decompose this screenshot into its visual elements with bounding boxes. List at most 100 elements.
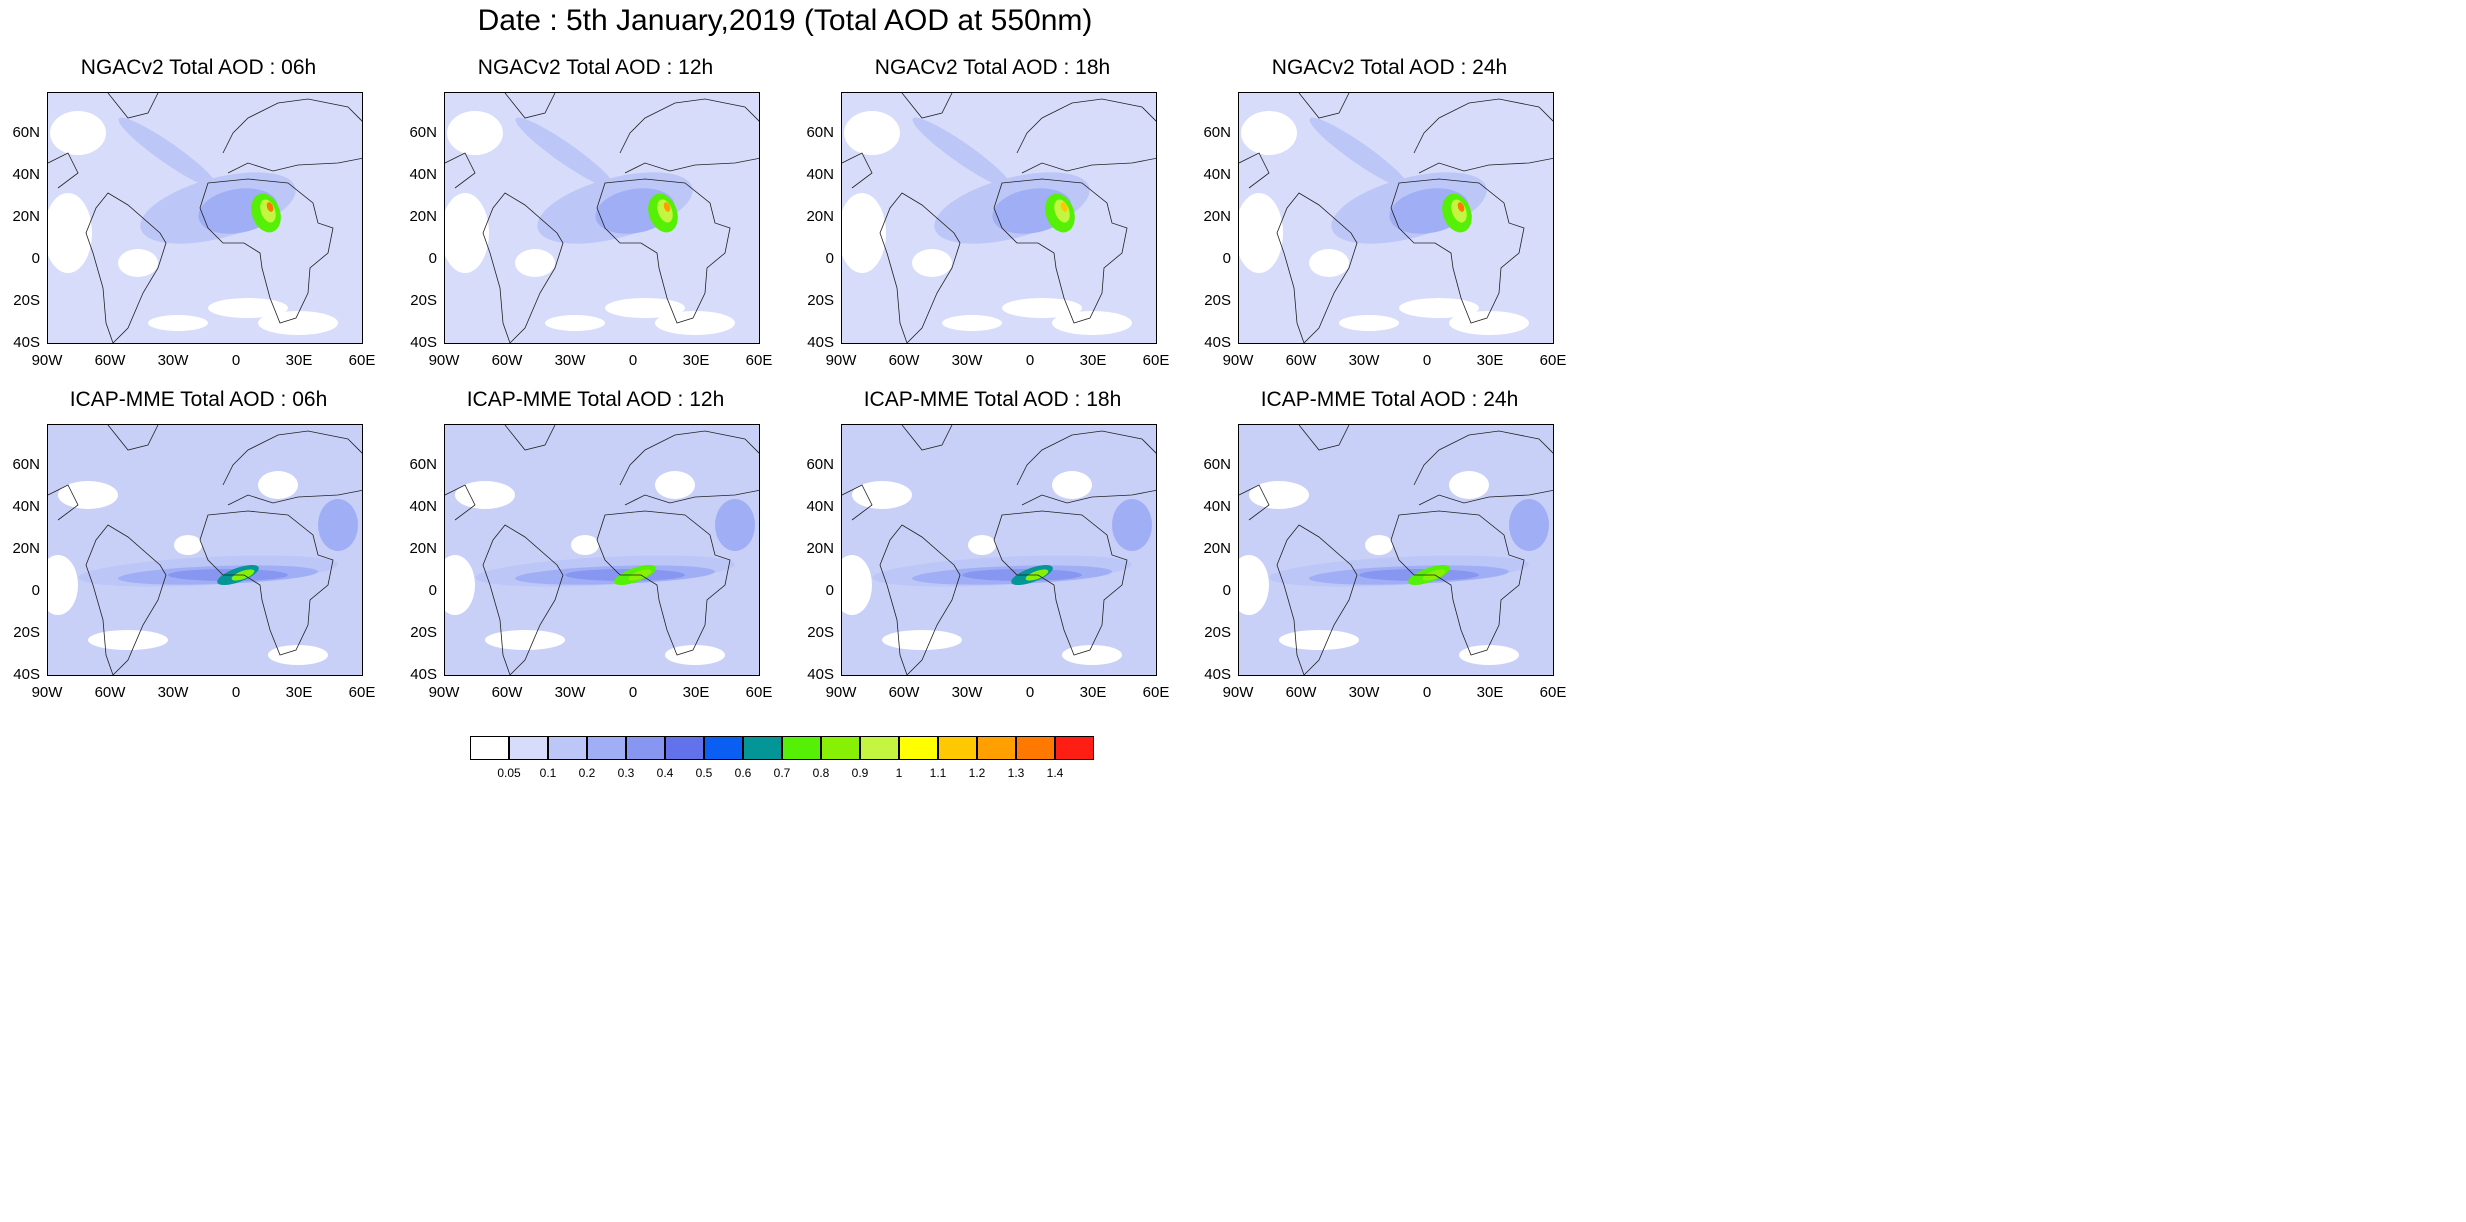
- colorbar-swatch: [1016, 736, 1055, 760]
- longitude-tick-label: 30E: [682, 684, 710, 701]
- longitude-tick-label: 30W: [1348, 352, 1380, 369]
- longitude-tick-label: 30E: [1476, 352, 1504, 369]
- latitude-tick-label: 20N: [409, 540, 437, 557]
- longitude-tick-label: 30W: [554, 352, 586, 369]
- colorbar-swatch: [977, 736, 1016, 760]
- latitude-tick-label: 40S: [13, 666, 40, 683]
- figure-title: Date : 5th January,2019 (Total AOD at 55…: [477, 4, 1093, 37]
- map-panel: NGACv2 Total AOD : 12h 60N 40N 20N 0 20S 40S 90…: [397, 56, 794, 402]
- longitude-tick-label: 30E: [285, 684, 313, 701]
- latitude-tick-label: 40N: [12, 166, 40, 183]
- latitude-tick-label: 40S: [410, 334, 437, 351]
- longitude-tick-label: 60E: [1539, 352, 1567, 369]
- longitude-tick-label: 30W: [1348, 684, 1380, 701]
- longitude-tick-label: 60W: [94, 352, 126, 369]
- colorbar-swatch: [626, 736, 665, 760]
- colorbar-label: 0.9: [851, 766, 869, 780]
- panel-title: ICAP-MME Total AOD : 12h: [466, 388, 725, 411]
- map-panel: ICAP-MME Total AOD : 24h 60N 40N 20N 0 20S 40S…: [1191, 388, 1588, 734]
- colorbar-label: 1: [895, 766, 903, 780]
- longitude-tick-label: 60W: [491, 684, 523, 701]
- colorbar-label: 1.3: [1007, 766, 1025, 780]
- aod-map: [444, 424, 760, 676]
- latitude-tick-label: 40N: [12, 498, 40, 515]
- latitude-tick-label: 40S: [410, 666, 437, 683]
- latitude-tick-label: 0: [825, 582, 834, 599]
- longitude-tick-label: 90W: [428, 352, 460, 369]
- map-panel: NGACv2 Total AOD : 24h 60N 40N 20N 0 20S 40S 90…: [1191, 56, 1588, 402]
- colorbar-swatch: [587, 736, 626, 760]
- latitude-tick-label: 0: [1222, 582, 1231, 599]
- colorbar-label: 0.2: [578, 766, 596, 780]
- map-panel: ICAP-MME Total AOD : 18h 60N 40N 20N 0 20S 40S…: [794, 388, 1191, 734]
- colorbar-label: 1.1: [929, 766, 947, 780]
- latitude-tick-label: 20N: [12, 540, 40, 557]
- colorbar-label: 0.5: [695, 766, 713, 780]
- aod-map: [841, 424, 1157, 676]
- longitude-tick-label: 60W: [491, 352, 523, 369]
- panel-title: ICAP-MME Total AOD : 06h: [69, 388, 328, 411]
- longitude-tick-label: 30W: [157, 352, 189, 369]
- latitude-tick-label: 40N: [806, 166, 834, 183]
- longitude-tick-label: 30E: [682, 352, 710, 369]
- latitude-tick-label: 60N: [409, 456, 437, 473]
- longitude-tick-label: 60W: [888, 352, 920, 369]
- colorbar-label: 0.3: [617, 766, 635, 780]
- latitude-tick-label: 20S: [13, 292, 40, 309]
- latitude-tick-label: 40N: [806, 498, 834, 515]
- latitude-tick-label: 0: [825, 250, 834, 267]
- longitude-tick-label: 30E: [1476, 684, 1504, 701]
- latitude-tick-label: 20S: [1204, 624, 1231, 641]
- latitude-tick-label: 40S: [13, 334, 40, 351]
- longitude-tick-label: 60E: [1539, 684, 1567, 701]
- colorbar-swatch: [899, 736, 938, 760]
- aod-map: [841, 92, 1157, 344]
- latitude-tick-label: 60N: [806, 124, 834, 141]
- latitude-tick-label: 40S: [807, 666, 834, 683]
- latitude-tick-label: 20S: [807, 624, 834, 641]
- map-panel: ICAP-MME Total AOD : 12h 60N 40N 20N 0 20S 40S…: [397, 388, 794, 734]
- colorbar-swatch: [938, 736, 977, 760]
- colorbar-label: 0.6: [734, 766, 752, 780]
- colorbar-swatch: [782, 736, 821, 760]
- latitude-tick-label: 60N: [12, 456, 40, 473]
- longitude-tick-label: 60E: [348, 352, 376, 369]
- latitude-tick-label: 20S: [13, 624, 40, 641]
- colorbar-swatch: [821, 736, 860, 760]
- latitude-tick-label: 20S: [807, 292, 834, 309]
- longitude-tick-label: 0: [1025, 352, 1035, 369]
- longitude-tick-label: 30W: [157, 684, 189, 701]
- longitude-tick-label: 60E: [348, 684, 376, 701]
- colorbar-label: 1.2: [968, 766, 986, 780]
- aod-map: [444, 92, 760, 344]
- latitude-tick-label: 0: [31, 250, 40, 267]
- longitude-tick-label: 60E: [1142, 684, 1170, 701]
- panel-title: NGACv2 Total AOD : 12h: [477, 56, 714, 79]
- latitude-tick-label: 60N: [1203, 124, 1231, 141]
- latitude-tick-label: 40N: [409, 166, 437, 183]
- longitude-tick-label: 60E: [745, 684, 773, 701]
- colorbar-swatch: [1055, 736, 1094, 760]
- map-panel: ICAP-MME Total AOD : 06h 60N 40N 20N 0 20S 40S…: [0, 388, 397, 734]
- colorbar-swatch: [470, 736, 509, 760]
- latitude-tick-label: 20S: [1204, 292, 1231, 309]
- longitude-tick-label: 90W: [1222, 352, 1254, 369]
- latitude-tick-label: 0: [1222, 250, 1231, 267]
- map-panel: NGACv2 Total AOD : 06h 60N 40N 20N 0 20S 40S 90…: [0, 56, 397, 402]
- longitude-tick-label: 60E: [745, 352, 773, 369]
- map-panel: NGACv2 Total AOD : 18h 60N 40N 20N 0 20S 40S 90…: [794, 56, 1191, 402]
- aod-map: [47, 92, 363, 344]
- latitude-tick-label: 0: [428, 582, 437, 599]
- aod-map: [1238, 424, 1554, 676]
- colorbar-label: 0.7: [773, 766, 791, 780]
- colorbar-label: 0.4: [656, 766, 674, 780]
- colorbar-swatch: [509, 736, 548, 760]
- panel-title: NGACv2 Total AOD : 18h: [874, 56, 1111, 79]
- longitude-tick-label: 30E: [285, 352, 313, 369]
- longitude-tick-label: 0: [1422, 684, 1432, 701]
- colorbar-label: 1.4: [1046, 766, 1064, 780]
- colorbar-swatch: [860, 736, 899, 760]
- longitude-tick-label: 30E: [1079, 352, 1107, 369]
- latitude-tick-label: 40N: [409, 498, 437, 515]
- longitude-tick-label: 90W: [31, 684, 63, 701]
